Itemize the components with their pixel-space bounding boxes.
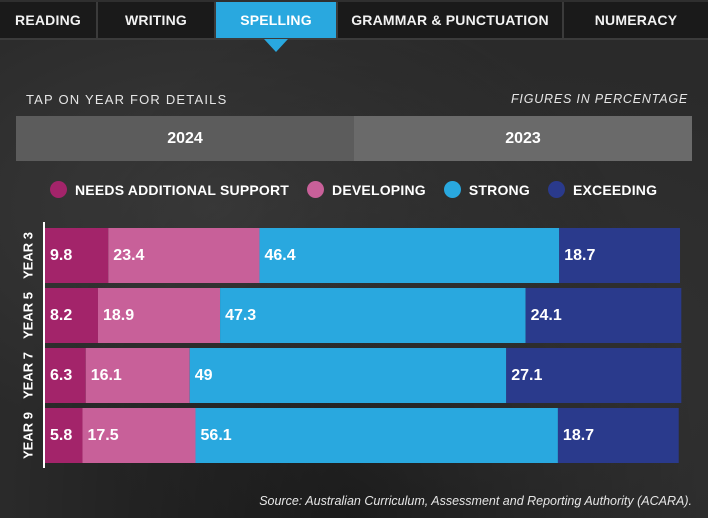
data-label-year-7-developing: 16.1: [91, 367, 122, 384]
bar-year-3-developing[interactable]: [108, 228, 260, 283]
bar-year-7-exceeding[interactable]: [506, 348, 682, 403]
data-label-year-5-developing: 18.9: [103, 307, 134, 324]
tab-numeracy[interactable]: NUMERACY: [594, 12, 678, 28]
legend-dot-developing: [307, 181, 325, 198]
legend-dot-exceeding: [547, 181, 565, 198]
legend-dot-strong: [443, 181, 461, 198]
bar-year-9-exceeding[interactable]: [557, 408, 679, 463]
chart-legend: NEEDS ADDITIONAL SUPPORT DEVELOPING STRO…: [50, 181, 657, 198]
data-label-year-7-strong: 49: [195, 367, 213, 384]
bar-year-9-strong[interactable]: [195, 408, 558, 463]
stacked-bar-chart: YEAR 3 9.8 23.4 46.4 18.7 YEAR 5 8.2 18.9 47.3 24…: [21, 222, 682, 468]
data-label-year-9-needs-additional-support: 5.8: [50, 427, 72, 444]
data-label-year-9-exceeding: 18.7: [563, 427, 594, 444]
bar-year-5-exceeding[interactable]: [525, 288, 682, 343]
bar-year-5-strong[interactable]: [220, 288, 526, 343]
year-2023-button[interactable]: 2023: [505, 129, 541, 147]
legend-label-developing: DEVELOPING: [332, 181, 426, 198]
tab-writing[interactable]: WRITING: [98, 2, 216, 38]
tab-reading[interactable]: READING: [0, 2, 98, 38]
legend-item-strong: STRONG: [443, 181, 530, 198]
figures-note: FIGURES IN PERCENTAGE: [510, 92, 688, 106]
legend-label-exceeding: EXCEEDING: [572, 181, 658, 198]
data-label-year-3-developing: 23.4: [113, 247, 144, 264]
tap-hint: TAP ON YEAR FOR DETAILS: [26, 92, 228, 107]
legend-item-needs-support: NEEDS ADDITIONAL SUPPORT: [50, 181, 289, 198]
data-label-year-7-needs-additional-support: 6.3: [50, 367, 72, 384]
year-2024-button[interactable]: 2024: [16, 116, 354, 161]
row-label-year-5[interactable]: YEAR 5: [21, 292, 36, 339]
data-label-year-7-exceeding: 27.1: [511, 367, 542, 384]
bar-year-3-strong[interactable]: [259, 228, 560, 283]
data-label-year-5-strong: 47.3: [225, 307, 256, 324]
subject-tabs: READING WRITING SPELLING GRAMMAR & PUNCT…: [0, 0, 708, 40]
data-label-year-3-exceeding: 18.7: [564, 247, 595, 264]
bar-year-3-exceeding[interactable]: [559, 228, 681, 283]
legend-label-strong: STRONG: [468, 181, 530, 198]
legend-label-needs-support: NEEDS ADDITIONAL SUPPORT: [75, 181, 290, 198]
row-label-year-9[interactable]: YEAR 9: [21, 412, 36, 459]
bar-year-9-needs-additional-support[interactable]: [45, 408, 83, 463]
bar-year-5-needs-additional-support[interactable]: [45, 288, 98, 343]
data-label-year-3-strong: 46.4: [264, 247, 295, 264]
year-toggle: 2024 2023: [16, 116, 692, 161]
legend-dot-needs-support: [50, 181, 67, 198]
legend-item-developing: DEVELOPING: [307, 181, 426, 198]
bar-year-7-needs-additional-support[interactable]: [45, 348, 86, 403]
tab-spelling[interactable]: SPELLING: [216, 2, 338, 38]
data-label-year-9-strong: 56.1: [201, 427, 232, 444]
data-label-year-3-needs-additional-support: 9.8: [50, 247, 72, 264]
bar-year-5-developing[interactable]: [97, 288, 221, 343]
row-label-year-3[interactable]: YEAR 3: [21, 232, 36, 279]
data-label-year-9-developing: 17.5: [87, 427, 118, 444]
source-note: Source: Australian Curriculum, Assessmen…: [259, 494, 692, 508]
bar-year-3-needs-additional-support[interactable]: [45, 228, 109, 283]
legend-item-exceeding: EXCEEDING: [547, 181, 658, 198]
row-label-year-7[interactable]: YEAR 7: [21, 352, 36, 399]
bar-year-7-developing[interactable]: [85, 348, 190, 403]
bar-year-7-strong[interactable]: [189, 348, 507, 403]
data-label-year-5-exceeding: 24.1: [531, 307, 562, 324]
tab-grammar-punctuation[interactable]: GRAMMAR & PUNCTUATION: [338, 2, 564, 38]
data-label-year-5-needs-additional-support: 8.2: [50, 307, 72, 324]
bar-year-9-developing[interactable]: [82, 408, 196, 463]
